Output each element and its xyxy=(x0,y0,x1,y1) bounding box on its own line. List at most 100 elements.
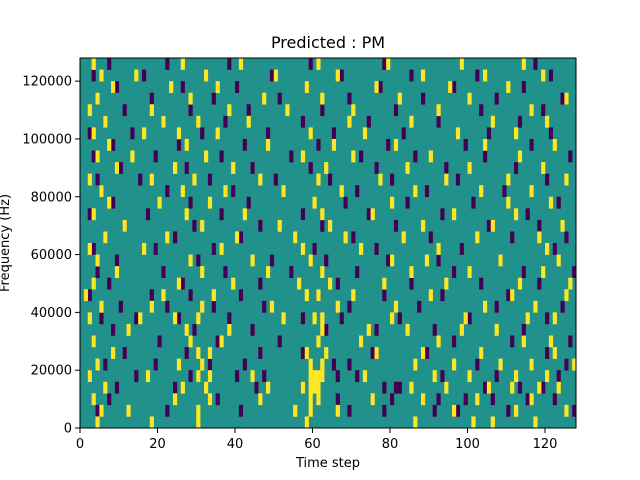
heatmap-cell-low xyxy=(246,104,251,117)
heatmap-cell-high xyxy=(335,404,340,417)
heatmap-cell-low xyxy=(483,381,488,394)
y-axis-label: Frequency (Hz) xyxy=(0,194,13,292)
heatmap-cell-low xyxy=(452,335,457,348)
heatmap-cell-high xyxy=(552,347,557,359)
heatmap-cell-high xyxy=(300,150,306,163)
heatmap-cell-low xyxy=(564,231,569,244)
heatmap-cell-high xyxy=(320,92,325,105)
heatmap-cell-high xyxy=(149,104,154,117)
heatmap-cell-high xyxy=(529,104,534,117)
heatmap-cell-high xyxy=(545,243,550,255)
heatmap-cell-high xyxy=(107,196,112,209)
heatmap-cell-low xyxy=(440,289,445,302)
heatmap-cell-low xyxy=(494,92,499,105)
heatmap-cell-low xyxy=(138,173,143,186)
heatmap-cell-high xyxy=(200,358,205,371)
heatmap-cell-high xyxy=(390,196,395,209)
heatmap-cell-high xyxy=(483,300,488,313)
heatmap-cell-high xyxy=(517,150,523,163)
heatmap-cell-high xyxy=(316,393,321,406)
heatmap-cell-high xyxy=(545,115,550,128)
heatmap-cell-low xyxy=(91,69,96,82)
heatmap-cell-high xyxy=(537,381,542,394)
y-tick-label: 100000 xyxy=(22,132,72,147)
heatmap-cell-high xyxy=(316,58,321,70)
heatmap-cell-low xyxy=(374,323,379,336)
heatmap-cell-high xyxy=(514,404,519,417)
heatmap-cell-low xyxy=(238,231,244,244)
y-tick-label: 80000 xyxy=(31,190,72,205)
heatmap-cell-low xyxy=(378,81,383,93)
heatmap-cell-high xyxy=(320,208,325,221)
heatmap-cell-low xyxy=(347,404,352,417)
heatmap-cell-low xyxy=(180,81,185,93)
heatmap-cell-high xyxy=(95,150,100,163)
heatmap-cell-high xyxy=(370,208,375,221)
x-tick-label: 100 xyxy=(455,437,480,452)
heatmap-cell-low xyxy=(219,150,224,163)
heatmap-cell-high xyxy=(533,300,538,313)
heatmap-cell-low xyxy=(409,277,414,290)
heatmap-cell-low xyxy=(300,312,306,325)
heatmap-cell-low xyxy=(223,266,228,278)
heatmap-cell-low xyxy=(118,300,123,313)
heatmap-cell-high xyxy=(308,404,313,417)
heatmap-cell-high xyxy=(293,404,298,417)
heatmap-cells xyxy=(83,58,577,429)
heatmap-cell-high xyxy=(308,127,313,140)
heatmap-cell-high xyxy=(130,150,135,163)
heatmap-cell-low xyxy=(196,254,201,267)
heatmap-cell-low xyxy=(173,231,178,244)
heatmap-cell-low xyxy=(339,69,344,82)
heatmap-cell-low xyxy=(153,150,158,163)
heatmap-cell-high xyxy=(351,104,356,117)
heatmap-cell-high xyxy=(564,92,569,105)
heatmap-cell-high xyxy=(479,185,484,198)
heatmap-cell-low xyxy=(335,277,340,290)
heatmap-cell-high xyxy=(541,69,546,82)
heatmap-cell-high xyxy=(176,358,182,371)
heatmap-cell-high xyxy=(103,381,108,394)
heatmap-cell-high xyxy=(545,370,550,383)
heatmap-cell-high xyxy=(196,404,201,417)
heatmap-cell-high xyxy=(486,381,492,394)
heatmap-cell-low xyxy=(548,127,554,140)
heatmap-cell-high xyxy=(273,69,278,82)
heatmap-cell-high xyxy=(467,92,472,105)
heatmap-cell-high xyxy=(277,219,282,232)
heatmap-cell-high xyxy=(564,404,569,417)
heatmap-cell-high xyxy=(424,254,430,267)
heatmap-cell-low xyxy=(459,243,464,255)
heatmap-cell-high xyxy=(293,231,298,244)
heatmap-cell-high xyxy=(231,162,236,174)
heatmap-cell-high xyxy=(87,370,92,383)
heatmap-cell-high xyxy=(572,358,577,371)
heatmap-cell-low xyxy=(452,266,457,278)
heatmap-cell-low xyxy=(463,138,468,151)
heatmap-cell-low xyxy=(347,300,352,313)
heatmap-cell-low xyxy=(324,323,329,336)
heatmap-cell-low xyxy=(207,358,213,371)
heatmap-cell-high xyxy=(227,323,232,336)
heatmap-cell-high xyxy=(459,323,464,336)
heatmap-cell-low xyxy=(335,370,340,383)
y-tick-label: 40000 xyxy=(31,306,72,321)
heatmap-cell-high xyxy=(517,277,523,290)
heatmap-cell-low xyxy=(130,127,135,140)
heatmap-cell-high xyxy=(99,185,104,198)
heatmap-cell-high xyxy=(359,335,364,348)
heatmap-cell-high xyxy=(200,266,205,278)
heatmap-cell-high xyxy=(328,219,333,232)
x-axis: 0 20 40 60 80 100 120 xyxy=(76,428,557,452)
heatmap-cell-high xyxy=(475,393,480,406)
heatmap-cell-low xyxy=(382,404,387,417)
heatmap-cell-high xyxy=(176,127,182,140)
heatmap-cell-high xyxy=(266,381,271,394)
heatmap-cell-low xyxy=(436,115,441,128)
heatmap-cell-high xyxy=(521,58,526,70)
heatmap-cell-low xyxy=(572,266,577,278)
heatmap-cell-low xyxy=(510,335,515,348)
heatmap-cell-high xyxy=(250,370,255,383)
heatmap-cell-high xyxy=(506,196,511,209)
heatmap-cell-low xyxy=(99,312,104,325)
